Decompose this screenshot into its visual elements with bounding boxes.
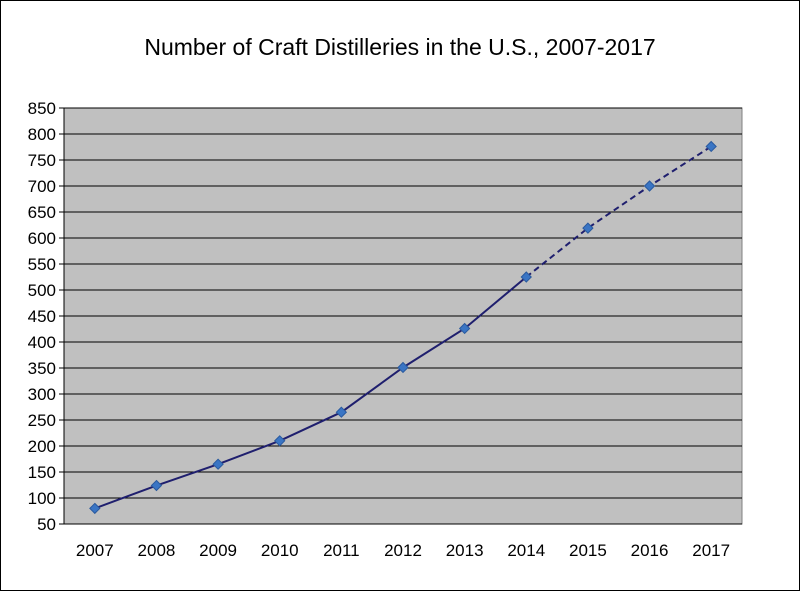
data-markers	[89, 140, 717, 515]
x-tick-label: 2013	[446, 541, 484, 560]
x-axis-tick-labels: 2007 2008 2009 2010 2011 2012 2013 2014 2015 2016…	[76, 541, 730, 560]
series-line-solid	[94, 276, 527, 510]
data-point-marker	[212, 458, 224, 470]
y-tick-label: 50	[37, 515, 56, 534]
data-point-marker	[582, 222, 594, 234]
y-tick-label: 800	[28, 125, 56, 144]
chart-title: Number of Craft Distilleries in the U.S.…	[144, 34, 656, 60]
y-tick-label: 200	[28, 437, 56, 456]
x-tick-label: 2012	[384, 541, 422, 560]
y-tick-label: 700	[28, 177, 56, 196]
data-point-marker	[335, 406, 348, 418]
grid-lines	[59, 107, 742, 525]
data-point-marker	[397, 361, 409, 374]
y-tick-label: 350	[28, 359, 56, 378]
x-tick-label: 2008	[138, 541, 176, 560]
x-tick-label: 2017	[692, 541, 730, 560]
x-tick-label: 2009	[199, 541, 237, 560]
data-point-marker	[274, 435, 286, 447]
data-point-marker	[89, 502, 101, 515]
data-point-marker	[705, 140, 717, 153]
series-lines	[94, 145, 712, 510]
y-tick-label: 300	[28, 385, 56, 404]
y-tick-label: 150	[28, 463, 56, 482]
y-tick-label: 600	[28, 229, 56, 248]
y-tick-label: 250	[28, 411, 56, 430]
x-tick-label: 2016	[631, 541, 669, 560]
x-tick-label: 2011	[323, 541, 360, 560]
y-tick-label: 450	[28, 307, 56, 326]
series-line-dashed	[525, 145, 712, 278]
x-tick-label: 2014	[507, 541, 545, 560]
x-tick-label: 2010	[261, 541, 299, 560]
data-point-marker	[643, 180, 656, 192]
data-point-marker	[520, 271, 532, 283]
x-tick-label: 2015	[569, 541, 607, 560]
y-tick-label: 500	[28, 281, 56, 300]
data-point-marker	[150, 479, 163, 492]
data-point-marker	[458, 322, 471, 335]
y-tick-label: 400	[28, 333, 56, 352]
y-tick-label: 550	[28, 255, 56, 274]
y-tick-label: 850	[28, 99, 56, 118]
y-tick-label: 750	[28, 151, 56, 170]
y-tick-label: 650	[28, 203, 56, 222]
x-tick-label: 2007	[76, 541, 114, 560]
y-tick-label: 100	[28, 489, 56, 508]
y-axis-tick-labels: 50 100 150 200 250 300 350 400 450 500 550 600 650 70…	[28, 99, 56, 534]
